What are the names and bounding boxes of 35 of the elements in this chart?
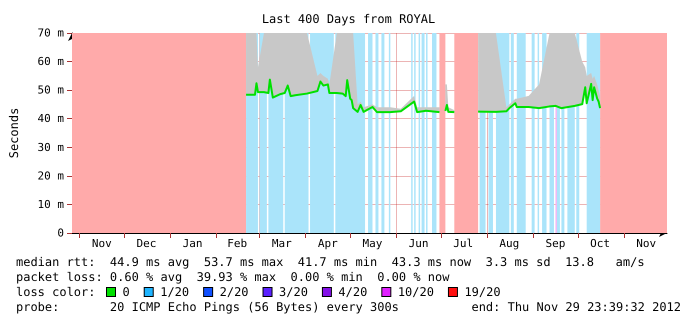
x-tick-label: Feb — [227, 237, 248, 250]
y-tick-label: 40 m — [38, 112, 64, 126]
y-tick-label: 10 m — [38, 198, 64, 211]
text: probe: 20 ICMP Echo Pings (56 Bytes) every 300s — [16, 300, 399, 314]
legend-label: 19/20 — [464, 285, 501, 299]
y-tick-label: 20 m — [38, 169, 64, 182]
y-tick-label: 70 m — [38, 26, 64, 40]
legend-label: 10/20 — [398, 285, 434, 299]
y-tick-label: 0 — [57, 226, 64, 240]
x-tick-label: May — [362, 237, 383, 250]
x-tick-label: Jul — [453, 237, 474, 250]
x-tick-label: Jan — [182, 237, 202, 250]
x-tick-label: Oct — [590, 237, 610, 250]
legend-label: 3/20 — [279, 285, 308, 299]
text: packet loss: 0.60 % avg 39.93 % max 0.00 % min 0.00 % now — [16, 270, 450, 284]
chart-title: Last 400 Days from ROYAL — [262, 12, 436, 26]
y-tick-label: 60 m — [38, 55, 64, 68]
legend-title: loss color: — [16, 285, 96, 299]
x-tick-label: Mar — [272, 237, 292, 250]
x-tick-label: Aug — [499, 237, 520, 250]
x-tick-label: Sep — [546, 237, 566, 250]
text: median rtt: 44.9 ms avg 53.7 ms max 41.7 ms min 43.3 ms now 3.3 ms sd 13.8 am/s — [16, 255, 645, 269]
legend-label: 4/20 — [338, 285, 368, 299]
y-tick-label: 30 m — [38, 140, 64, 154]
x-tick-label: Apr — [318, 237, 338, 250]
x-tick-label: Nov — [92, 237, 112, 250]
y-axis-title: Seconds — [7, 108, 21, 158]
text: end: Thu Nov 29 23:39:32 2012 — [471, 300, 681, 314]
x-tick-label: Jun — [408, 237, 429, 250]
legend-label: 2/20 — [220, 285, 249, 299]
x-tick-label: Dec — [136, 237, 156, 250]
legend-label: 1/20 — [160, 285, 190, 299]
x-tick-label: Nov — [636, 237, 657, 250]
legend-label: 0 — [122, 285, 130, 299]
y-tick-label: 50 m — [38, 84, 64, 97]
